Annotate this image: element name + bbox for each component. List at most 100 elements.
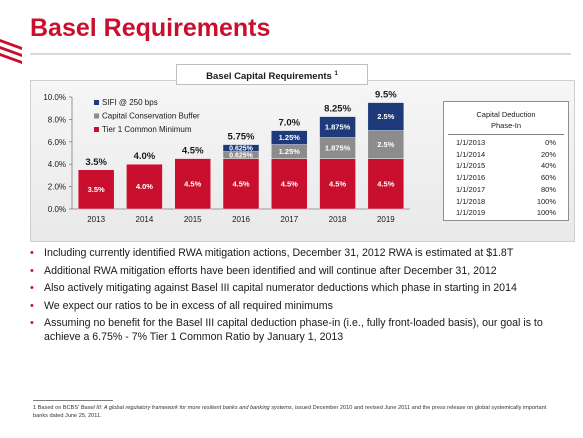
bar-segment: [174, 158, 211, 210]
bar-segment-label: 1.25%: [279, 147, 301, 156]
bar-segment: [367, 102, 405, 131]
bar-segment-label: 4.5%: [377, 179, 394, 188]
bar-segment-label: 2.5%: [377, 140, 394, 149]
bar-segment: [77, 169, 115, 210]
bar-total-label: 4.0%: [134, 151, 156, 162]
footnote-divider: [33, 400, 113, 401]
phase-in-row: 1/1/2015 40%: [444, 160, 568, 172]
bar-segment-label: 3.5%: [88, 185, 105, 194]
phase-in-date: 1/1/2018: [456, 196, 486, 206]
bar-segment: [222, 144, 260, 152]
y-tick-label: 4.0%: [48, 160, 66, 169]
bar-segment-label: 4.0%: [136, 182, 153, 191]
phase-in-heading-line2: Phase-In: [490, 121, 522, 130]
bullet-marker-icon: •: [30, 317, 34, 329]
bullet-marker-icon: •: [30, 282, 34, 294]
y-tick-label: 8.0%: [48, 115, 66, 124]
bar-total-label: 4.5%: [182, 146, 204, 157]
phase-in-row: 1/1/2016 60%: [444, 172, 568, 184]
bullet-item: • Including currently identified RWA miti…: [30, 246, 570, 260]
phase-in-row: 1/1/2018 100%: [444, 196, 568, 208]
bar-segment: [222, 158, 260, 210]
chart-title-footnote-marker: 1: [334, 71, 338, 77]
phase-in-percent: 40%: [540, 161, 556, 171]
phase-in-heading: Capital Deduction Phase-In: [444, 102, 568, 131]
bullet-text: We expect our ratios to be in excess of …: [44, 299, 333, 312]
bullet-text: Assuming no benefit for the Basel III ca…: [44, 317, 543, 343]
y-tick-label: 6.0%: [48, 138, 66, 147]
capital-deduction-phase-in-table: Capital Deduction Phase-In 1/1/2013 0% 1/1…: [443, 101, 569, 221]
phase-in-percent: 100%: [536, 208, 556, 218]
phase-in-date: 1/1/2013: [456, 138, 486, 147]
bullet-marker-icon: •: [30, 264, 34, 277]
footnote-italic-title: Basel III: A global regulatory framework…: [80, 405, 294, 411]
x-tick-label: 2014: [136, 215, 154, 224]
legend-swatch: [94, 113, 99, 119]
legend-label: SIFI @ 250 bps: [102, 98, 158, 107]
phase-in-date: 1/1/2016: [456, 173, 486, 183]
bar-segment-label: 1.25%: [279, 133, 301, 142]
bullet-list: • Including currently identified RWA miti…: [30, 246, 570, 348]
chart-title-text: Basel Capital Requirements: [206, 71, 332, 83]
x-tick-label: 2018: [329, 215, 347, 224]
bar-segment: [319, 158, 356, 210]
bar-segment: [367, 158, 405, 210]
legend-label: Capital Conservation Buffer: [102, 112, 200, 121]
bullet-text: Including currently identified RWA mitig…: [44, 247, 514, 259]
chart-title: Basel Capital Requirements 1: [176, 64, 368, 85]
bar-total-label: 9.5%: [375, 90, 397, 101]
bar-segment-label: 1.875%: [325, 123, 351, 132]
legend-label: Tier 1 Common Minimum: [102, 125, 192, 134]
phase-in-rows: 1/1/2013 0% 1/1/2014 20% 1/1/2015 40% 1/1/2016…: [444, 137, 568, 219]
phase-in-percent: 60%: [540, 173, 556, 183]
phase-in-percent: 0%: [545, 138, 556, 147]
footnote: 1 Based on BCBS' Basel III: A global reg…: [33, 405, 558, 420]
bullet-item: • We expect our ratios to be in excess of…: [30, 299, 570, 313]
footnote-suffix: issued December 2010 and revised June 20…: [33, 405, 547, 419]
bar-segment: [126, 163, 163, 210]
title-divider: [30, 53, 571, 55]
bar-segment-label: 0.625%: [229, 146, 254, 153]
bar-segment-label: 4.5%: [184, 179, 201, 188]
footnote-marker: 1: [33, 405, 37, 411]
bar-segment-label: 4.5%: [232, 179, 249, 188]
bar-segment-label: 1.875%: [325, 144, 351, 153]
phase-in-row: 1/1/2014 20%: [444, 149, 568, 161]
bar-segment-label: 4.5%: [281, 179, 298, 188]
phase-in-heading-line1: Capital Deduction: [476, 110, 536, 119]
phase-in-row: 1/1/2013 0%: [444, 137, 568, 149]
bar-total-label: 3.5%: [85, 157, 107, 168]
bar-segment: [319, 116, 356, 138]
phase-in-date: 1/1/2019: [456, 208, 486, 218]
bullet-item: • Also actively mitigating against Basel …: [30, 281, 570, 295]
bullet-text: Also actively mitigating against Basel I…: [44, 282, 517, 294]
page-title: Basel Requirements: [30, 14, 271, 42]
legend-swatch: [94, 100, 99, 105]
x-tick-label: 2019: [377, 215, 395, 224]
x-tick-label: 2016: [232, 215, 250, 224]
bar-total-label: 8.25%: [324, 104, 351, 115]
phase-in-date: 1/1/2017: [456, 184, 486, 194]
bar-total-label: 5.75%: [228, 132, 255, 143]
bar-total-label: 7.0%: [278, 118, 300, 129]
y-tick-label: 2.0%: [48, 183, 66, 192]
footnote-prefix: Based on BCBS': [37, 405, 81, 411]
bullet-item: • Assuming no benefit for the Basel III c…: [30, 316, 570, 344]
phase-in-percent: 80%: [540, 184, 556, 194]
phase-in-row: 1/1/2019 100%: [444, 207, 568, 219]
bullet-text: Additional RWA mitigation efforts have b…: [44, 264, 497, 277]
bank-flag-logo-icon: [0, 39, 22, 64]
y-tick-label: 0.0%: [48, 205, 66, 214]
y-tick-label: 10.0%: [43, 93, 66, 102]
x-tick-label: 2013: [87, 215, 105, 224]
x-tick-label: 2015: [184, 215, 202, 224]
bullet-item: • Additional RWA mitigation efforts have …: [30, 264, 570, 278]
phase-in-percent: 100%: [536, 196, 556, 206]
bar-segment: [271, 130, 308, 145]
phase-in-divider: [448, 134, 564, 135]
bar-segment-label: 4.5%: [329, 179, 346, 188]
phase-in-row: 1/1/2017 80%: [444, 184, 568, 196]
bar-segment: [271, 158, 308, 210]
bar-segment-label: 2.5%: [377, 112, 394, 121]
